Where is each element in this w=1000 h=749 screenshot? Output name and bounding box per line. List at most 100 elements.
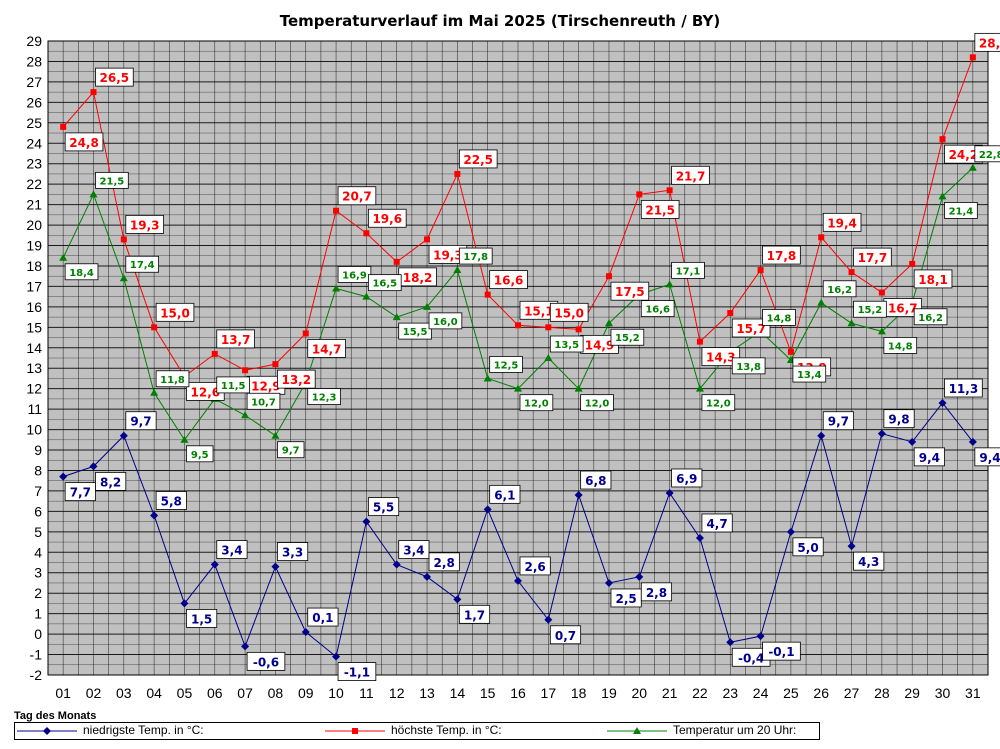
data-label-text: 3,4 [221,544,242,558]
data-label-temp20: 14,8 [762,309,796,326]
point-min [817,431,826,440]
data-label-box [398,322,432,340]
data-label-box [913,269,953,289]
data-label-max: 24,2 [944,144,983,164]
data-label-min: 5,5 [367,497,400,517]
data-label-box [489,484,521,504]
data-label-box [610,281,650,301]
point-max [302,330,309,337]
data-label-temp20: 11,8 [155,370,190,388]
point-min [665,488,674,497]
data-label-box [762,245,801,265]
data-label-text: 9,8 [888,413,909,427]
data-label-text: 17,5 [615,285,645,299]
data-label-text: 17,4 [130,260,155,271]
data-label-box [822,280,857,298]
legend-item-min: niedrigste Temp. in °C: [17,723,277,739]
y-tick-label: 0 [34,626,42,642]
point-temp20 [665,280,674,288]
data-label-min: 5,0 [792,537,824,557]
point-temp20 [119,274,128,282]
data-label-text: 24,8 [69,136,99,150]
point-min [786,527,795,536]
data-label-max: 16,6 [489,270,528,290]
y-tick-label: 6 [34,503,42,519]
point-max [211,350,218,357]
point-temp20 [514,384,522,392]
data-label-text: 13,5 [554,340,579,351]
data-label-text: 2,6 [525,560,546,574]
data-label-text: 9,4 [979,451,1000,465]
data-label-box [974,145,1000,163]
y-tick-label: 7 [34,483,42,499]
data-label-text: 16,5 [372,279,397,290]
data-label-box [155,302,195,322]
y-tick-label: 10 [26,422,42,438]
legend-label-min: niedrigste Temp. in °C: [83,723,204,737]
point-max [120,236,127,243]
data-label-text: 11,3 [949,382,979,396]
data-label-min: 5,8 [155,491,187,510]
data-label-min: 6,1 [489,484,521,504]
data-label-box [671,261,705,279]
x-tick-label: 31 [965,685,981,701]
point-temp20 [362,292,371,300]
point-max [424,236,431,243]
point-max [363,230,370,237]
point-max [60,123,67,130]
y-tick-label: 29 [26,33,42,49]
x-tick-label: 01 [55,685,71,701]
data-label-text: 14,7 [312,342,342,356]
point-max [90,89,97,96]
x-tick-label: 30 [935,685,951,701]
x-tick-label: 10 [328,685,344,701]
data-label-text: 9,7 [282,446,300,457]
data-label-box [610,328,645,346]
point-min [241,642,250,651]
data-label-min: 3,4 [216,540,248,559]
data-label-min: -0,1 [762,641,801,661]
point-max [939,136,946,143]
x-tick-label: 15 [480,685,496,701]
data-label-min: 6,8 [580,470,612,490]
data-label-box [64,482,96,502]
point-min [544,615,553,624]
data-label-min: 6,9 [671,468,703,488]
point-max [757,267,764,274]
data-label-box [307,339,346,358]
point-min [695,533,704,542]
point-min [877,429,886,438]
x-tick-label: 11 [359,685,374,701]
x-tick-label: 27 [844,685,860,701]
data-label-min: 2,8 [640,582,673,602]
legend-swatch-20h [607,727,667,734]
point-temp20 [271,431,280,439]
data-label-temp20: 13,5 [549,335,584,353]
x-tick-label: 19 [601,685,617,701]
data-label-min: 2,5 [610,588,642,608]
data-label-min: 1,7 [458,604,491,624]
data-label-text: 14,9 [585,338,615,352]
point-max [454,170,461,177]
data-label-box [489,356,523,373]
data-label-max: 20,7 [337,186,377,206]
data-label-temp20: 16,2 [822,280,857,298]
data-label-text: 16,0 [433,317,458,328]
data-label-max: 28,2 [974,32,1000,52]
data-label-text: 26,5 [100,71,130,85]
point-min [604,578,613,587]
point-temp20 [150,388,159,396]
data-label-temp20: 15,2 [853,300,887,318]
y-tick-label: 15 [26,319,42,335]
point-max [575,326,582,333]
data-label-text: 5,8 [161,494,182,508]
data-label-temp20: 9,7 [277,441,305,459]
data-label-box [367,208,407,228]
point-max [666,187,673,194]
data-label-box [853,551,885,571]
legend-item-20h: Temperatur um 20 Uhr: [607,723,817,739]
data-label-text: 17,8 [767,249,797,263]
y-tick-label: 2 [34,585,42,601]
point-temp20 [574,384,583,392]
data-label-text: 2,8 [646,586,667,600]
